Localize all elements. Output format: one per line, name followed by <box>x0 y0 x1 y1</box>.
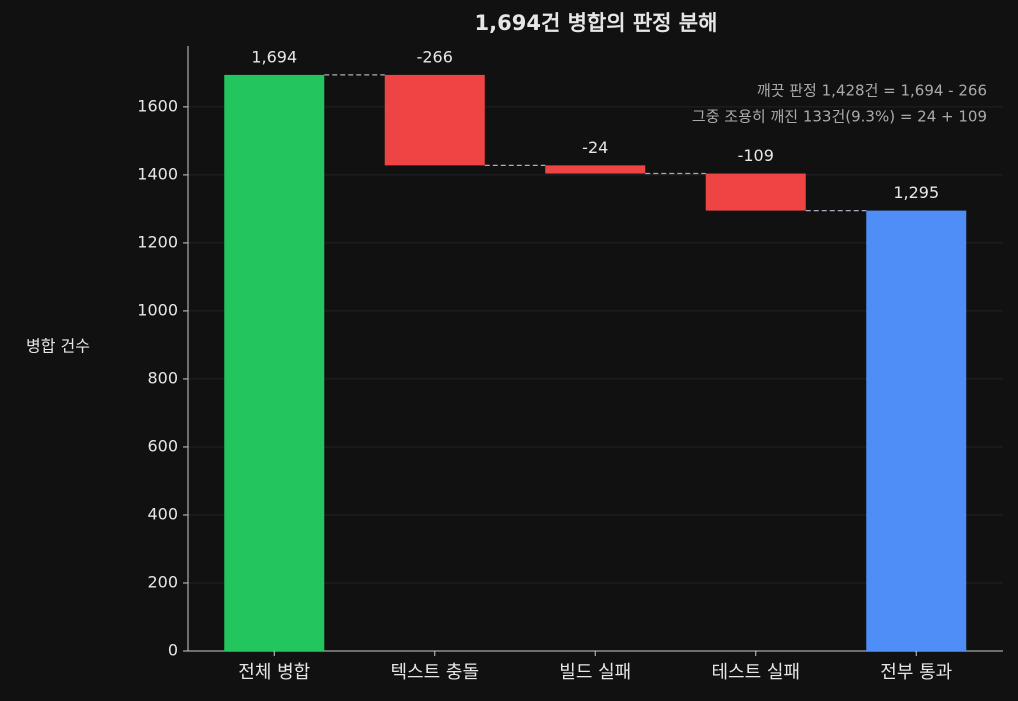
x-tick-label: 빌드 실패 <box>559 662 631 683</box>
bar <box>866 210 967 651</box>
bar <box>224 74 325 652</box>
value-label: 1,295 <box>893 183 939 202</box>
value-label: -24 <box>582 138 608 157</box>
value-label: 1,694 <box>251 47 297 66</box>
y-tick-label: 0 <box>168 641 178 660</box>
x-tick-label: 텍스트 충돌 <box>390 662 479 683</box>
y-tick-label: 200 <box>147 572 178 591</box>
x-tick-label: 테스트 실패 <box>711 662 800 683</box>
annotation: 깨끗 판정 1,428건 = 1,694 - 266 <box>757 82 987 100</box>
y-tick-label: 1000 <box>137 300 178 319</box>
y-tick-label: 800 <box>147 368 178 387</box>
value-label: -266 <box>417 47 453 66</box>
x-tick-label: 전체 병합 <box>238 662 310 683</box>
bar <box>545 165 646 174</box>
x-tick-label: 전부 통과 <box>880 662 952 683</box>
annotation: 그중 조용히 깨진 133건(9.3%) = 24 + 109 <box>692 108 987 126</box>
chart-title: 1,694건 병합의 판정 분해 <box>475 11 718 35</box>
y-tick-label: 1200 <box>137 232 178 251</box>
y-axis-label: 병합 건수 <box>26 337 90 356</box>
y-tick-label: 1600 <box>137 96 178 115</box>
bar <box>384 74 485 166</box>
y-tick-label: 400 <box>147 504 178 523</box>
bar <box>705 173 806 211</box>
y-tick-label: 600 <box>147 436 178 455</box>
value-label: -109 <box>738 146 774 165</box>
y-tick-label: 1400 <box>137 164 178 183</box>
